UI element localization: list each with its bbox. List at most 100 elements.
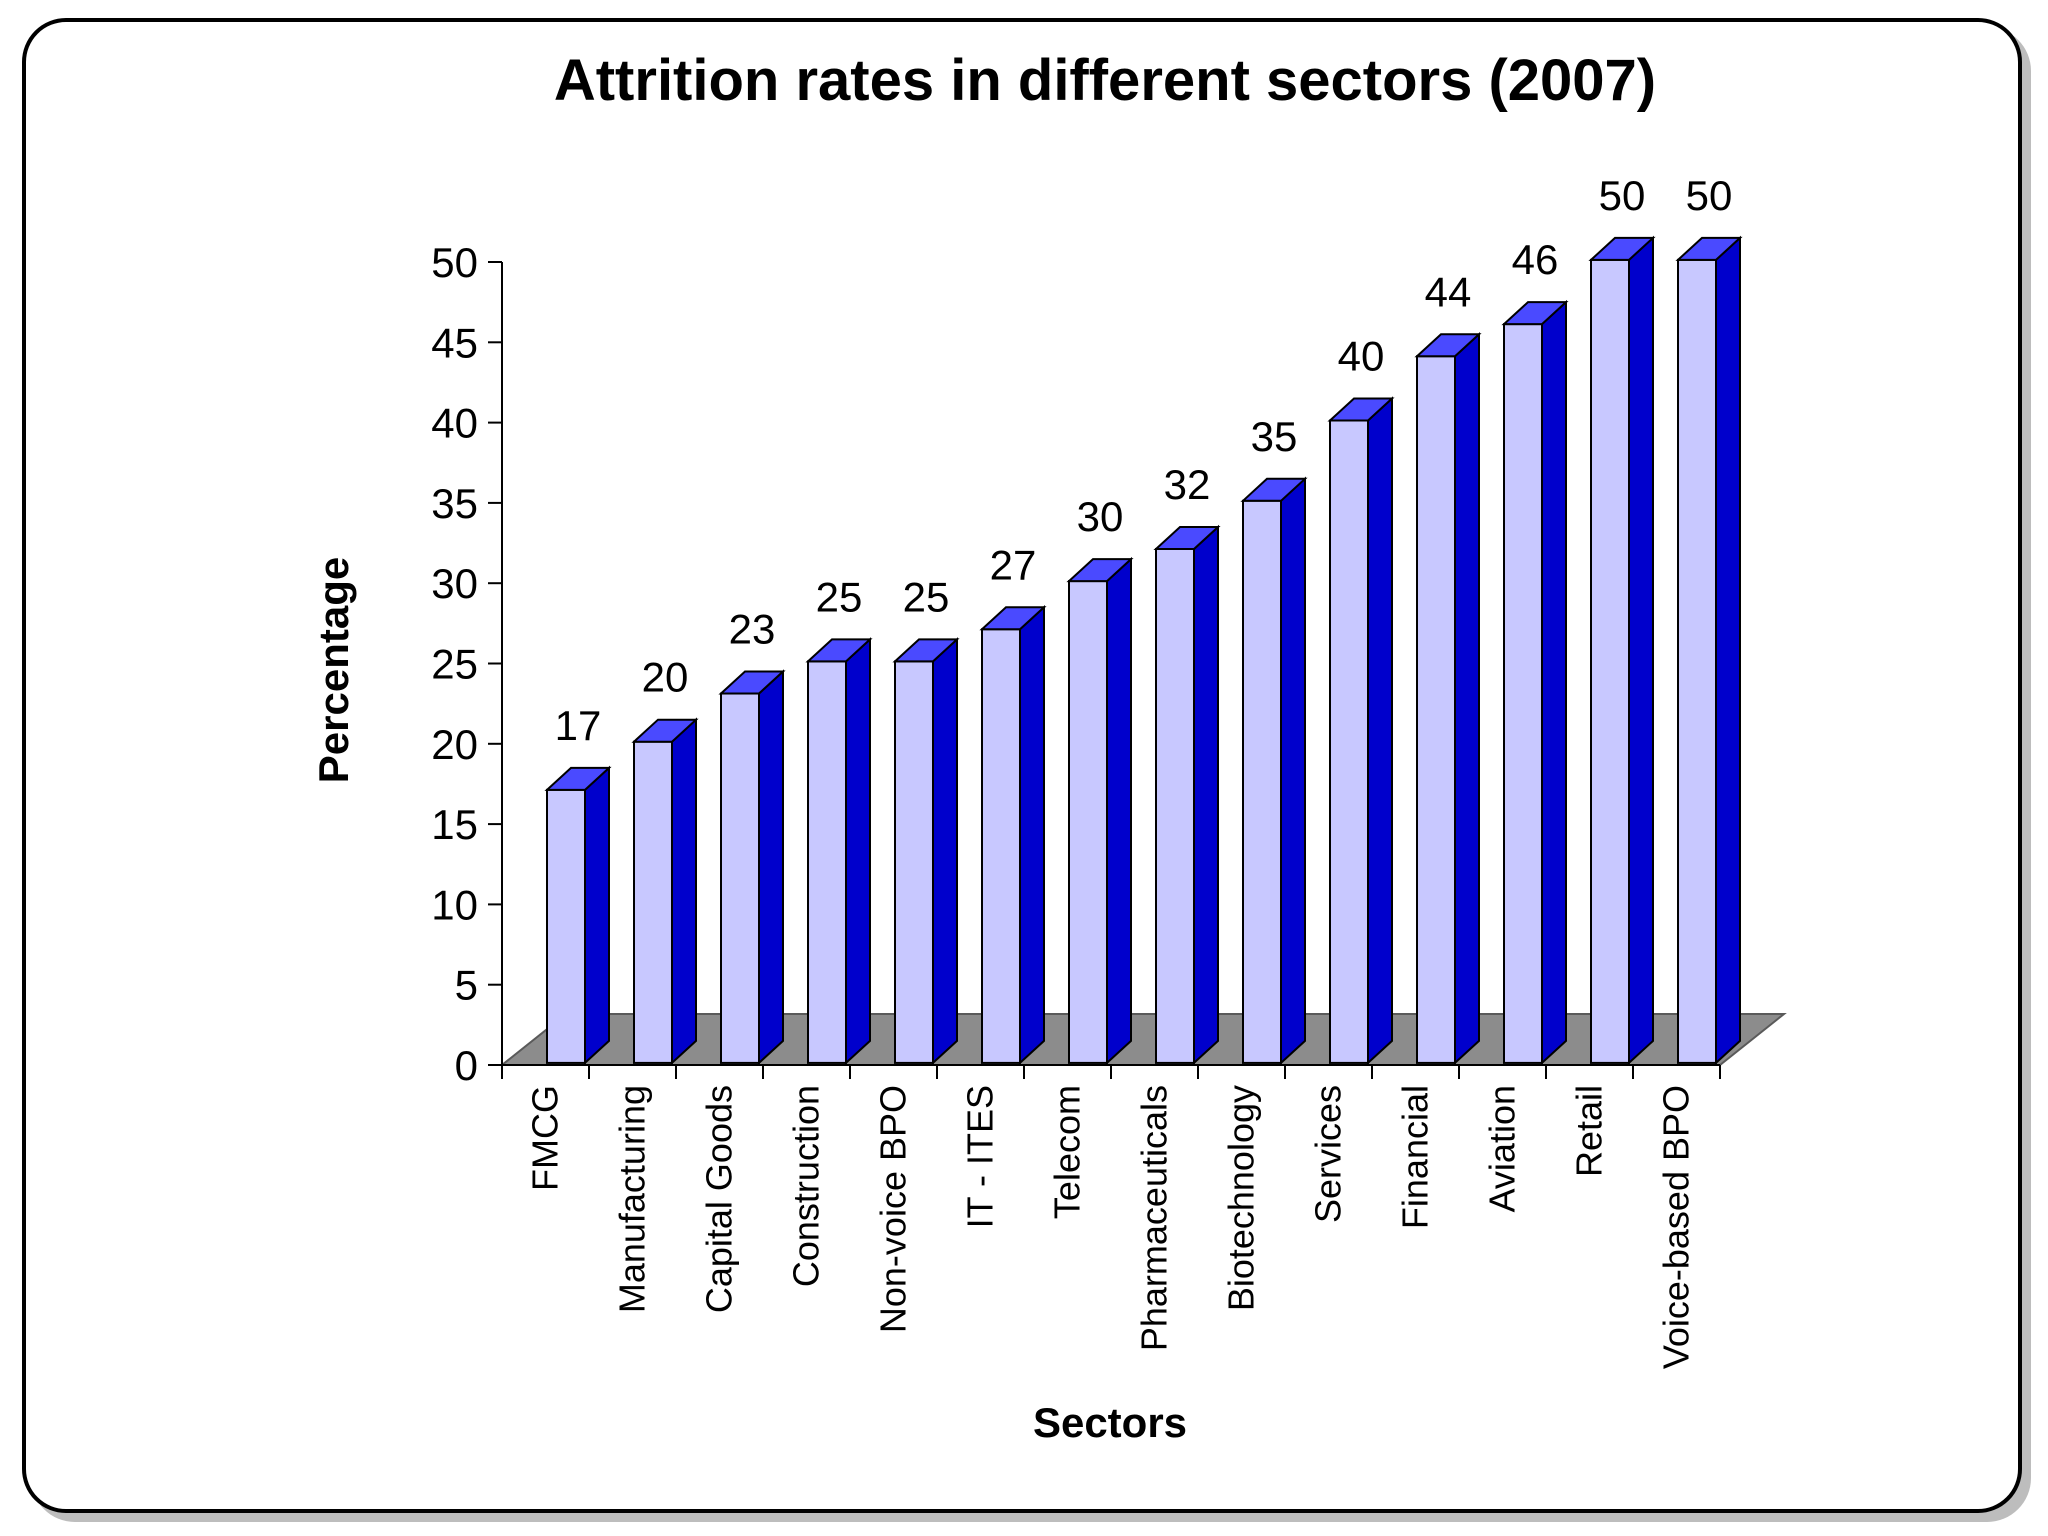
bar-front [633, 740, 673, 1064]
bar [1327, 396, 1395, 1066]
value-label: 27 [990, 541, 1037, 588]
bar-top [892, 638, 960, 663]
value-label: 17 [555, 702, 602, 749]
y-tick-label: 5 [455, 962, 478, 1009]
bar [805, 637, 873, 1066]
bar-front [546, 788, 586, 1064]
category-label: Voice-based BPO [1656, 1085, 1697, 1369]
y-tick-label: 30 [431, 560, 478, 607]
bar-side [1280, 476, 1306, 1066]
bar [1588, 235, 1656, 1066]
bar-side [1193, 524, 1219, 1066]
value-label: 40 [1338, 333, 1385, 380]
bar-side [1541, 299, 1567, 1066]
bar-side [845, 637, 871, 1066]
value-label: 50 [1686, 172, 1733, 219]
bar-top [1240, 477, 1308, 502]
category-label: FMCG [525, 1085, 566, 1191]
axes [488, 261, 1721, 1079]
bar [1414, 331, 1482, 1066]
bar-top [1414, 333, 1482, 358]
bar-side [671, 717, 697, 1066]
bar [979, 605, 1047, 1066]
category-label: Capital Goods [699, 1085, 740, 1313]
bar-top [1153, 525, 1221, 550]
bar-side [932, 637, 958, 1066]
value-label: 35 [1251, 413, 1298, 460]
category-label: IT - ITES [960, 1085, 1001, 1228]
bar [1240, 476, 1308, 1066]
bar-front [1416, 355, 1456, 1064]
bar-side [584, 765, 610, 1066]
y-tick-label: 0 [455, 1042, 478, 1089]
bar-side [758, 669, 784, 1066]
bar-side [1715, 235, 1741, 1066]
bar-top [1588, 236, 1656, 261]
value-label: 23 [729, 606, 776, 653]
bar-front [720, 692, 760, 1064]
y-tick-label: 35 [431, 480, 478, 527]
category-label: Aviation [1482, 1085, 1523, 1212]
bar-side [1019, 605, 1045, 1066]
value-label: 30 [1077, 493, 1124, 540]
bar-side [1367, 396, 1393, 1066]
category-label: Manufacturing [612, 1085, 653, 1313]
bar-top [805, 638, 873, 663]
bar-front [807, 660, 847, 1064]
bar-top [1327, 397, 1395, 422]
bar [1501, 299, 1569, 1066]
category-label: Non-voice BPO [873, 1085, 914, 1333]
y-tick-label: 40 [431, 400, 478, 447]
category-label: Telecom [1047, 1085, 1088, 1219]
y-tick-label: 15 [431, 801, 478, 848]
bar-side [1106, 556, 1132, 1066]
bar-top [1675, 236, 1743, 261]
category-label: Services [1308, 1085, 1349, 1223]
bar [892, 637, 960, 1066]
category-label: Pharmaceuticals [1134, 1085, 1175, 1351]
category-label: Construction [786, 1085, 827, 1287]
category-label: Financial [1395, 1085, 1436, 1229]
x-axis-title: Sectors [1033, 1399, 1187, 1446]
bar-top [979, 606, 1047, 631]
value-label: 46 [1512, 236, 1559, 283]
y-tick-label: 45 [431, 319, 478, 366]
bar [1066, 556, 1134, 1066]
bar-side [1454, 331, 1480, 1066]
bar-front [1590, 258, 1630, 1064]
value-label: 20 [642, 654, 689, 701]
bar-top [631, 718, 699, 743]
bar [631, 717, 699, 1066]
y-tick-label: 10 [431, 881, 478, 928]
bar-top [1066, 558, 1134, 583]
value-label: 25 [816, 573, 863, 620]
bar-top [718, 670, 786, 695]
y-tick-label: 50 [431, 239, 478, 286]
category-label: Biotechnology [1221, 1085, 1262, 1311]
bar-front [894, 660, 934, 1064]
y-axis-title: Percentage [310, 557, 357, 783]
bar-front [1155, 547, 1195, 1064]
bar [544, 765, 612, 1066]
y-tick-label: 25 [431, 641, 478, 688]
bar-front [1503, 323, 1543, 1064]
bar-side [1628, 235, 1654, 1066]
category-label: Retail [1569, 1085, 1610, 1177]
chart-title: Attrition rates in different sectors (20… [554, 48, 1656, 113]
bar-front [1677, 258, 1717, 1064]
bar-top [1501, 301, 1569, 326]
bar-top [544, 766, 612, 791]
bar [718, 669, 786, 1066]
bar-front [1068, 580, 1108, 1064]
labels: 0 5 10 15 20 25 30 35 40 45 50 17 FMCG 20 Manufacturin… [431, 172, 1732, 1369]
bar [1675, 235, 1743, 1066]
bar [1153, 524, 1221, 1066]
bar-front [1329, 419, 1369, 1064]
y-tick-label: 20 [431, 721, 478, 768]
bar-front [1242, 499, 1282, 1064]
value-label: 25 [903, 573, 950, 620]
value-label: 32 [1164, 461, 1211, 508]
value-label: 44 [1425, 268, 1472, 315]
bar-front [981, 628, 1021, 1064]
